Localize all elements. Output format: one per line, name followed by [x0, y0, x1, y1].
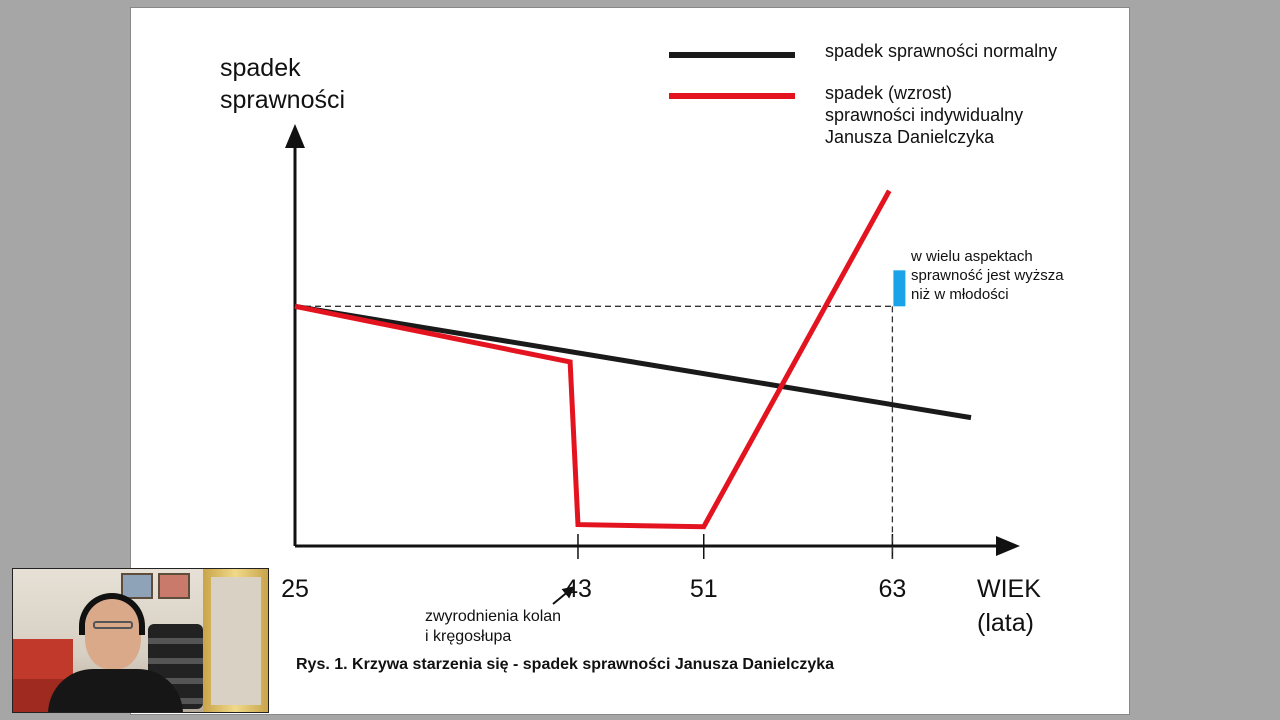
x-axis-label-line2: (lata)	[977, 609, 1034, 637]
webcam-person-body	[48, 669, 183, 712]
annotation-knees-line1: zwyrodnienia kolan	[425, 608, 561, 625]
webcam-mirror	[211, 577, 261, 705]
legend-label-normal: spadek sprawności normalny	[825, 41, 1057, 61]
x-tick-label: 63	[878, 575, 906, 603]
slide: spadek sprawności WIEK (lata) 25 43 51 6…	[130, 7, 1130, 715]
annotation-higher-line1: w wielu aspektach	[910, 248, 1033, 265]
x-tick-label: 43	[564, 575, 592, 603]
chart: spadek sprawności WIEK (lata) 25 43 51 6…	[220, 41, 1064, 673]
webcam-picture-frame	[121, 573, 153, 599]
series-line-individual	[294, 189, 892, 530]
series-line-normal	[294, 303, 972, 421]
higher-than-youth-marker	[893, 270, 906, 307]
y-axis-label-line1: spadek	[220, 54, 301, 82]
x-axis-label-line1: WIEK	[977, 575, 1041, 603]
x-tick-label: 51	[690, 575, 718, 603]
annotation-higher-line3: niż w młodości	[911, 286, 1009, 303]
y-axis-label-line2: sprawności	[220, 86, 345, 114]
y-axis-arrow	[285, 124, 305, 148]
legend-label-individual-line1: spadek (wzrost)	[825, 83, 952, 103]
annotation-arrow	[552, 586, 575, 605]
annotation-higher-line2: sprawność jest wyższa	[911, 267, 1064, 284]
x-axis-arrow	[996, 536, 1020, 556]
webcam-overlay	[12, 568, 269, 713]
figure-caption: Rys. 1. Krzywa starzenia się - spadek sp…	[296, 656, 834, 673]
x-tick-label: 25	[281, 575, 309, 603]
legend-label-individual-line2: sprawności indywidualny	[825, 105, 1023, 125]
webcam-picture-frame-2	[158, 573, 190, 599]
headset-icon	[79, 593, 145, 635]
annotation-knees-line2: i kręgosłupa	[425, 628, 511, 645]
glasses-icon	[93, 621, 133, 629]
legend-label-individual-line3: Janusza Danielczyka	[825, 127, 995, 147]
